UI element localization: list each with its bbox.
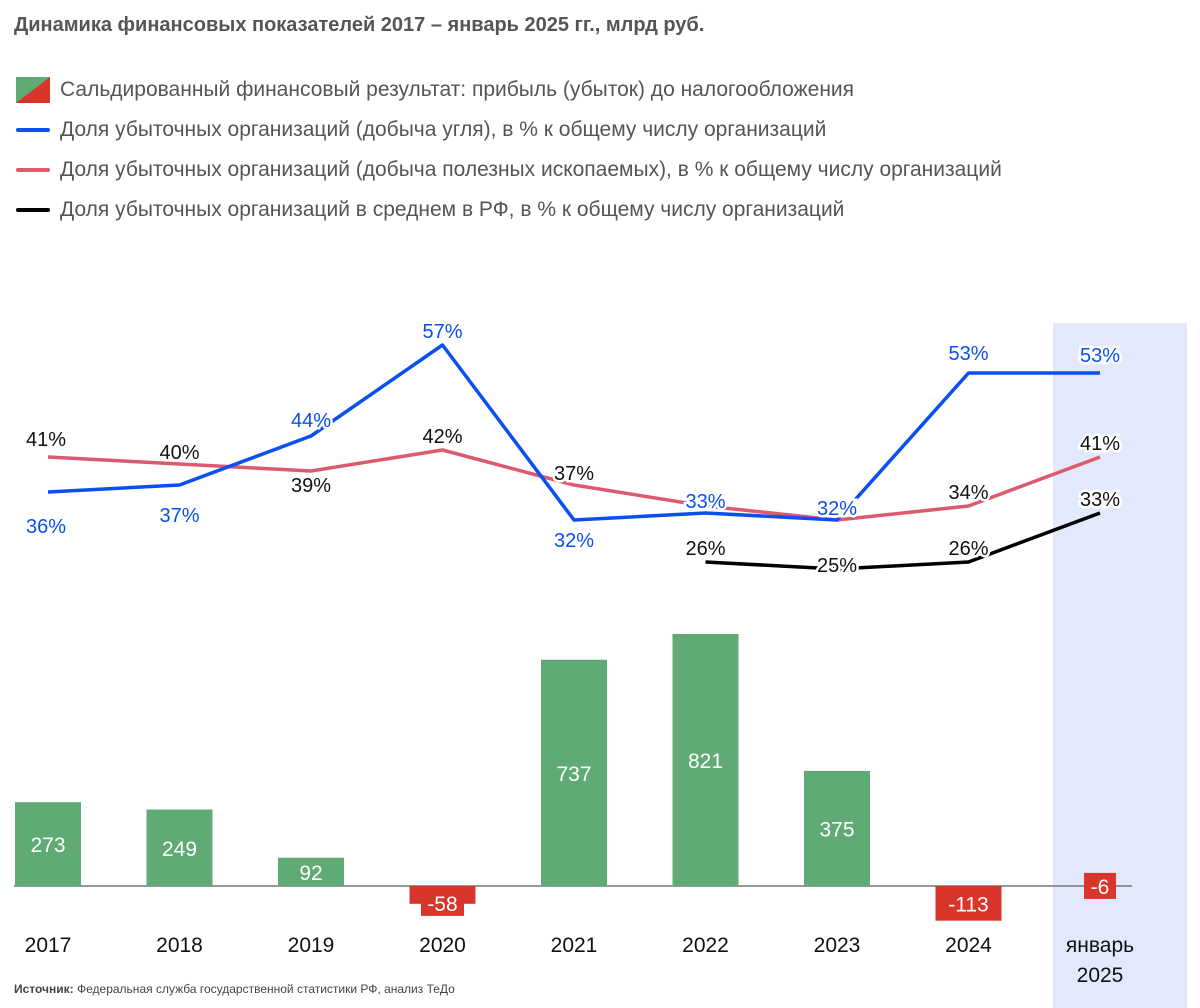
data-label: 40% bbox=[159, 442, 199, 464]
legend-label: Сальдированный финансовый результат: при… bbox=[60, 78, 855, 101]
data-label: 26% bbox=[948, 538, 988, 560]
bar-label-box bbox=[421, 889, 464, 916]
series-line bbox=[47, 343, 1100, 522]
legend-label: Доля убыточных организаций (добыча полез… bbox=[60, 158, 1002, 181]
chart-title: Динамика финансовых показателей 2017 – я… bbox=[14, 14, 705, 36]
data-label: 32% bbox=[817, 498, 857, 520]
x-tick-label: 2018 bbox=[156, 934, 203, 957]
series-line bbox=[47, 448, 1101, 522]
x-tick-label: 2023 bbox=[814, 934, 861, 957]
source-label: Источник: bbox=[14, 982, 74, 996]
bar-label: 273 bbox=[30, 834, 65, 857]
series-line bbox=[705, 511, 1101, 571]
bar bbox=[15, 802, 81, 886]
x-tick-label: 2024 bbox=[945, 934, 992, 957]
data-label: 42% bbox=[422, 426, 462, 448]
data-label: 41% bbox=[1080, 433, 1120, 455]
legend-swatch-rf bbox=[16, 208, 50, 212]
legend-label: Доля убыточных организаций в среднем в Р… bbox=[60, 198, 845, 221]
legend-swatch-mining bbox=[16, 168, 50, 172]
data-label: 39% bbox=[291, 475, 331, 497]
data-label: 37% bbox=[554, 463, 594, 485]
bar bbox=[541, 659, 607, 886]
bar bbox=[146, 809, 213, 886]
data-label: 44% bbox=[291, 410, 331, 432]
x-tick-label: 2019 bbox=[288, 934, 335, 957]
data-label: 57% bbox=[422, 321, 462, 343]
data-label: 53% bbox=[1080, 345, 1120, 367]
source-text: Федеральная служба государственной стати… bbox=[77, 982, 455, 996]
x-tick-label: январь bbox=[1066, 934, 1134, 957]
bar-label-box bbox=[1084, 872, 1116, 899]
bar-label: 92 bbox=[299, 862, 322, 885]
source-note: Источник: Федеральная служба государстве… bbox=[14, 982, 455, 996]
bar-label: 821 bbox=[688, 750, 723, 773]
legend-swatch-coal bbox=[16, 128, 50, 132]
legend-label: Доля убыточных организаций (добыча угля)… bbox=[60, 118, 827, 141]
bar-label-box bbox=[941, 890, 996, 917]
bar-label: -113 bbox=[948, 893, 988, 916]
legend-item-coal: Доля убыточных организаций (добыча угля)… bbox=[16, 110, 1002, 150]
bar-label: 737 bbox=[556, 763, 591, 786]
x-tick-label: 2022 bbox=[682, 934, 729, 957]
bar bbox=[804, 770, 870, 886]
x-tick-label: 2020 bbox=[419, 934, 466, 957]
legend-item-bars: Сальдированный финансовый результат: при… bbox=[16, 70, 1002, 110]
legend-item-mining: Доля убыточных организаций (добыча полез… bbox=[16, 150, 1002, 190]
data-label: 26% bbox=[685, 538, 725, 560]
data-label: 53% bbox=[948, 343, 988, 365]
data-label: 33% bbox=[1080, 489, 1120, 511]
data-label: 34% bbox=[948, 482, 988, 504]
x-tick-label: 2025 bbox=[1077, 964, 1124, 987]
data-label: 37% bbox=[159, 505, 199, 527]
x-tick-label: 2021 bbox=[551, 934, 598, 957]
highlight-band bbox=[1053, 323, 1187, 1008]
bar bbox=[672, 633, 739, 886]
bar-label: 375 bbox=[819, 818, 854, 841]
bar-label: -6 bbox=[1091, 876, 1110, 899]
data-label: 41% bbox=[26, 429, 66, 451]
data-label: 25% bbox=[817, 555, 857, 577]
legend: Сальдированный финансовый результат: при… bbox=[16, 70, 1002, 230]
bar bbox=[278, 857, 344, 886]
bar-label: -58 bbox=[427, 893, 457, 916]
data-label: 36% bbox=[26, 516, 66, 538]
legend-item-rf: Доля убыточных организаций в среднем в Р… bbox=[16, 190, 1002, 230]
data-label: 32% bbox=[554, 530, 594, 552]
data-label: 33% bbox=[685, 491, 725, 513]
x-tick-label: 2017 bbox=[25, 934, 72, 957]
bar-label: 249 bbox=[162, 838, 197, 861]
legend-swatch-bars bbox=[16, 77, 50, 103]
